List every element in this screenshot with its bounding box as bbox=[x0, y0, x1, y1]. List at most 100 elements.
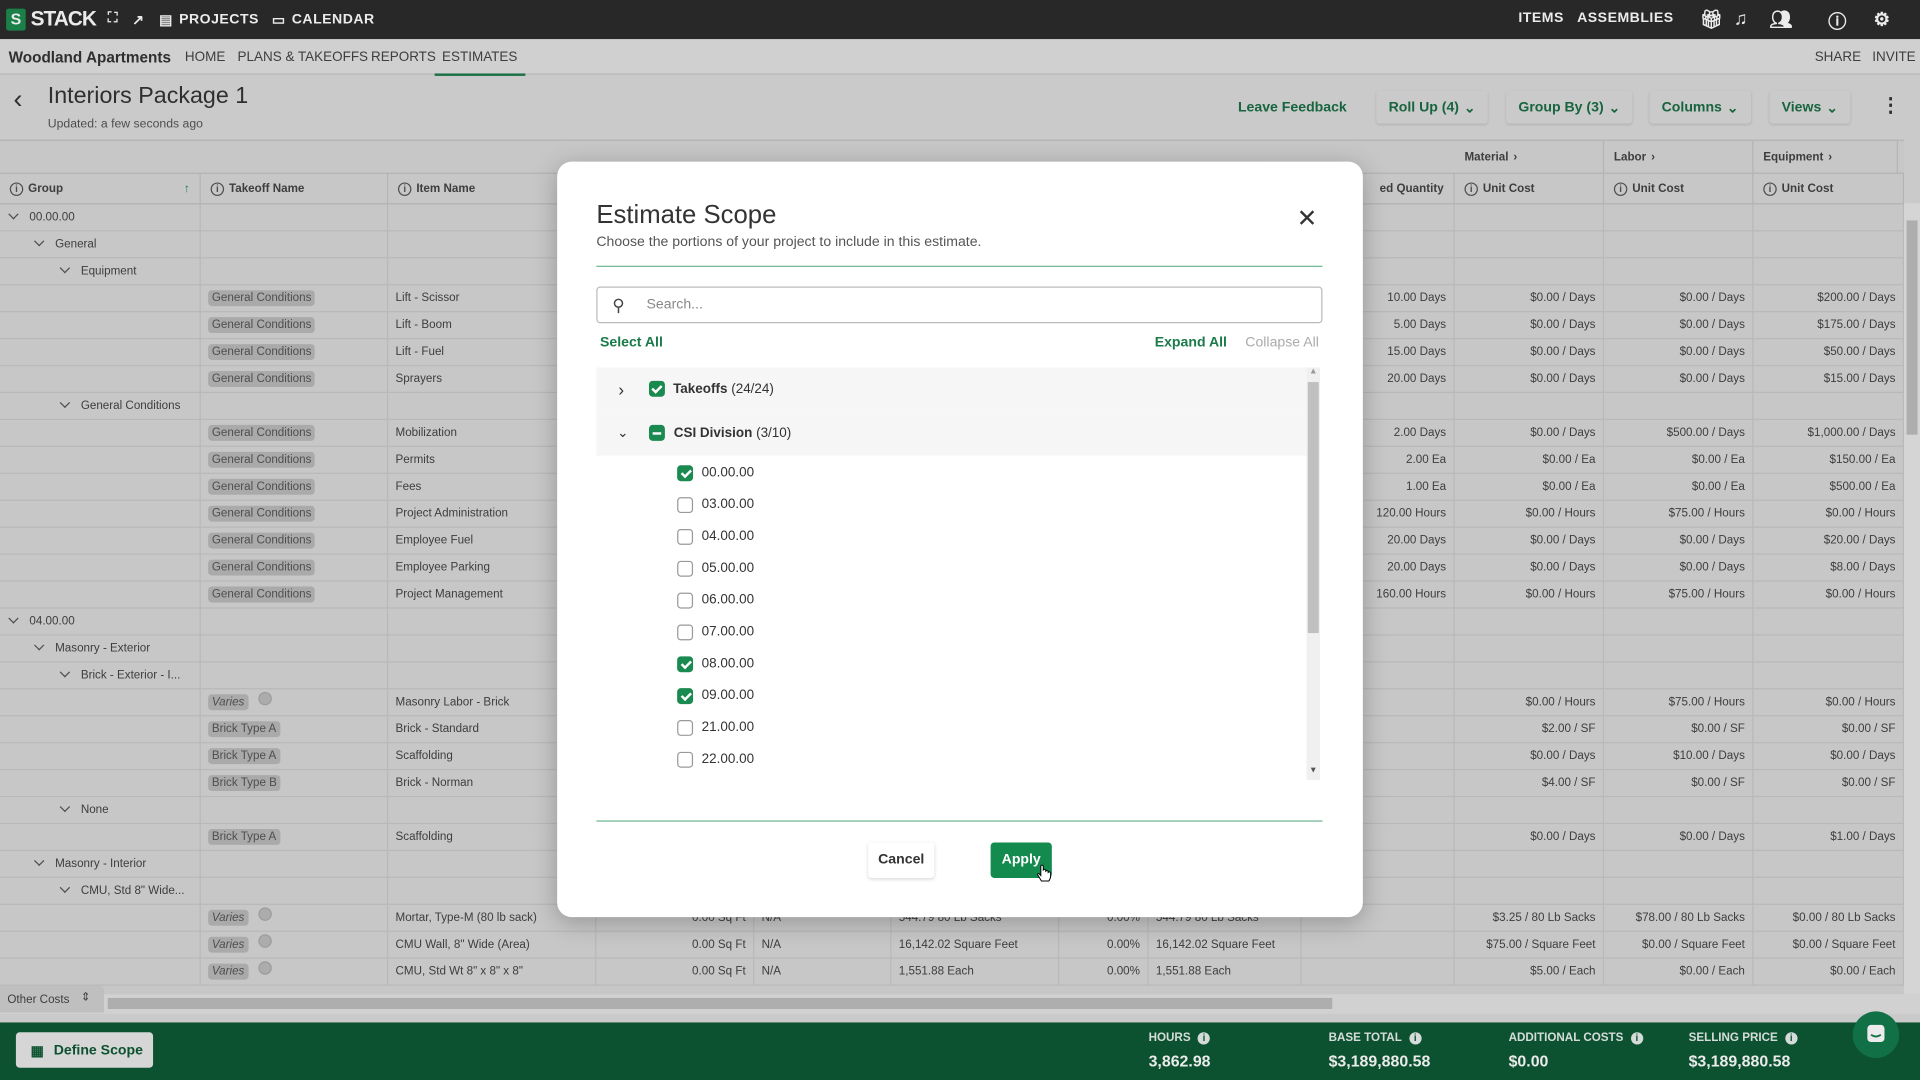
dialog-scrollbar[interactable]: ▲ ▼ bbox=[1306, 367, 1321, 781]
chat-support-icon[interactable] bbox=[1852, 1011, 1900, 1058]
scroll-thumb[interactable] bbox=[107, 997, 1333, 1009]
stack-logo[interactable]: S STACK bbox=[6, 7, 97, 31]
cancel-button[interactable]: Cancel bbox=[868, 842, 934, 878]
labor-unit-cost-cell: $75.00 / Hours bbox=[1604, 689, 1754, 717]
columns-dropdown[interactable]: Columns ⌄ bbox=[1649, 90, 1751, 124]
nav-items[interactable]: ITEMS bbox=[1518, 11, 1564, 26]
users-icon[interactable]: 👥︎ bbox=[1769, 9, 1794, 31]
info-icon[interactable]: i bbox=[1785, 1031, 1798, 1044]
table-row[interactable]: General Conditions Permits 2.00 Ea $0.00 / … bbox=[0, 446, 1905, 474]
labor-unit-cost-cell: $0.00 / Days bbox=[1604, 527, 1754, 555]
tab-estimates[interactable]: ESTIMATES bbox=[434, 50, 525, 76]
tree-node-division[interactable]: 03.00.00 bbox=[596, 492, 1306, 516]
column-header-adjusted-quantity[interactable]: ed Quantity bbox=[1302, 173, 1455, 205]
share-button[interactable]: SHARE bbox=[1814, 50, 1862, 65]
back-icon[interactable]: ‹ bbox=[13, 83, 23, 114]
collapse-all-link[interactable]: Collapse All bbox=[1245, 335, 1319, 351]
leave-feedback-link[interactable]: Leave Feedback bbox=[1225, 90, 1360, 124]
info-icon[interactable] bbox=[257, 691, 272, 706]
division-checkbox[interactable] bbox=[677, 655, 694, 672]
horizontal-scrollbar[interactable] bbox=[0, 994, 1920, 1014]
stat-value: 3,862.98 bbox=[1148, 1051, 1211, 1071]
invite-button[interactable]: INVITE bbox=[1872, 50, 1916, 65]
define-scope-button[interactable]: ▦ Define Scope bbox=[15, 1032, 154, 1068]
division-checkbox[interactable] bbox=[677, 719, 694, 736]
division-checkbox[interactable] bbox=[677, 687, 694, 704]
division-checkbox[interactable] bbox=[677, 496, 694, 513]
chevron-down-icon: ⌄ bbox=[1726, 101, 1739, 116]
fullscreen-icon[interactable]: ⛶ bbox=[107, 11, 119, 26]
scroll-up-icon[interactable]: ▲ bbox=[1308, 367, 1318, 376]
tree-node-division[interactable]: 08.00.00 bbox=[596, 651, 1306, 675]
division-checkbox[interactable] bbox=[677, 560, 694, 577]
account-settings-icon[interactable]: ⚙ bbox=[1873, 9, 1891, 31]
info-icon[interactable]: i bbox=[1197, 1031, 1211, 1044]
close-icon[interactable]: ✕ bbox=[1296, 205, 1318, 233]
vertical-scrollbar[interactable] bbox=[1904, 203, 1920, 995]
info-icon[interactable] bbox=[257, 907, 272, 921]
tree-node-division[interactable]: 04.00.00 bbox=[596, 524, 1306, 548]
division-checkbox[interactable] bbox=[677, 751, 694, 768]
views-dropdown[interactable]: Views ⌄ bbox=[1769, 90, 1851, 124]
division-checkbox[interactable] bbox=[677, 623, 694, 640]
other-costs-toggle[interactable]: Other Costs ⇕ bbox=[0, 985, 105, 1013]
table-row[interactable]: Varies CMU, Std Wt 8" x 8" x 8" 0.00 Sq Ft… bbox=[0, 958, 1905, 986]
tree-node-division[interactable]: 05.00.00 bbox=[596, 556, 1306, 580]
tree-node-division[interactable]: 09.00.00 bbox=[596, 683, 1306, 707]
tab-home[interactable]: HOME bbox=[184, 50, 226, 65]
roll-up-dropdown[interactable]: Roll Up (4) ⌄ bbox=[1376, 90, 1488, 124]
takeoffs-checkbox[interactable] bbox=[648, 380, 665, 397]
info-icon[interactable]: i bbox=[1409, 1031, 1422, 1044]
tab-plans-takeoffs[interactable]: PLANS & TAKEOFFS bbox=[237, 50, 369, 65]
csi-division-checkbox[interactable] bbox=[649, 424, 666, 441]
column-header-labor-unit-cost[interactable]: i Unit Cost bbox=[1604, 173, 1754, 205]
tree-node-division[interactable]: 07.00.00 bbox=[596, 620, 1306, 644]
tree-node-takeoffs[interactable]: › Takeoffs (24/24) bbox=[596, 367, 1307, 411]
column-header-material-unit-cost[interactable]: i Unit Cost bbox=[1455, 173, 1605, 205]
info-icon[interactable] bbox=[257, 934, 272, 948]
group-by-dropdown[interactable]: Group By (3) ⌄ bbox=[1506, 90, 1633, 124]
tree-node-division[interactable]: 22.00.00 bbox=[596, 747, 1306, 771]
column-header-takeoff[interactable]: i Takeoff Name bbox=[201, 173, 389, 205]
nav-calendar[interactable]: ▭ CALENDAR bbox=[272, 11, 375, 28]
info-icon[interactable] bbox=[257, 961, 272, 975]
tab-reports[interactable]: REPORTS bbox=[371, 50, 436, 65]
group-header-equipment[interactable]: Equipment › bbox=[1753, 140, 1898, 173]
division-checkbox[interactable] bbox=[677, 592, 694, 608]
tree-node-division[interactable]: 00.00.00 bbox=[596, 460, 1306, 484]
group-header-material[interactable]: Material › bbox=[1455, 140, 1605, 173]
info-icon[interactable]: i bbox=[1630, 1031, 1643, 1044]
gift-icon[interactable]: 🎁︎ bbox=[1699, 9, 1724, 31]
tree-node-division[interactable]: 21.00.00 bbox=[596, 715, 1306, 739]
column-header-equipment-unit-cost[interactable]: i Unit Cost bbox=[1753, 173, 1905, 205]
group-header-labor[interactable]: Labor › bbox=[1604, 140, 1754, 173]
bell-icon[interactable]: ♫ bbox=[1733, 8, 1749, 30]
material-unit-cost-cell bbox=[1455, 393, 1605, 421]
search-input[interactable]: ⚲ Search... bbox=[596, 286, 1323, 324]
select-all-link[interactable]: Select All bbox=[600, 335, 663, 351]
division-checkbox[interactable] bbox=[677, 528, 694, 545]
nav-assemblies[interactable]: ASSEMBLIES bbox=[1577, 11, 1674, 26]
help-icon[interactable]: ⓘ bbox=[1828, 12, 1848, 34]
column-header-group[interactable]: i Group ↑ bbox=[0, 173, 201, 205]
nav-projects[interactable]: ▤ PROJECTS bbox=[159, 11, 259, 28]
division-checkbox[interactable] bbox=[677, 464, 694, 481]
scroll-thumb[interactable] bbox=[1307, 382, 1319, 634]
labor-unit-cost-cell: $0.00 / Square Feet bbox=[1604, 931, 1754, 959]
chevron-right-icon[interactable]: › bbox=[618, 378, 625, 399]
more-options-icon[interactable]: ⋮ bbox=[1880, 95, 1901, 117]
sort-ascending-icon[interactable]: ↑ bbox=[183, 182, 190, 196]
scroll-thumb[interactable] bbox=[1906, 220, 1918, 435]
scroll-down-icon[interactable]: ▼ bbox=[1308, 766, 1318, 776]
equipment-unit-cost-cell: $175.00 / Days bbox=[1753, 312, 1905, 340]
external-link-icon[interactable]: ↗ bbox=[132, 13, 145, 29]
tree-node-division[interactable]: 06.00.00 bbox=[596, 588, 1306, 612]
material-unit-cost-cell: $0.00 / Days bbox=[1455, 527, 1605, 555]
takeoff-cell: General Conditions bbox=[201, 366, 389, 394]
chevron-down-icon[interactable]: ⌄ bbox=[617, 426, 629, 441]
takeoff-tag: General Conditions bbox=[208, 424, 316, 441]
table-row[interactable]: Varies CMU Wall, 8" Wide (Area) 0.00 Sq Ft… bbox=[0, 931, 1905, 959]
project-name[interactable]: Woodland Apartments bbox=[8, 48, 172, 67]
expand-all-link[interactable]: Expand All bbox=[1154, 335, 1227, 351]
tree-node-csi-division[interactable]: ⌄ CSI Division (3/10) bbox=[596, 410, 1307, 456]
